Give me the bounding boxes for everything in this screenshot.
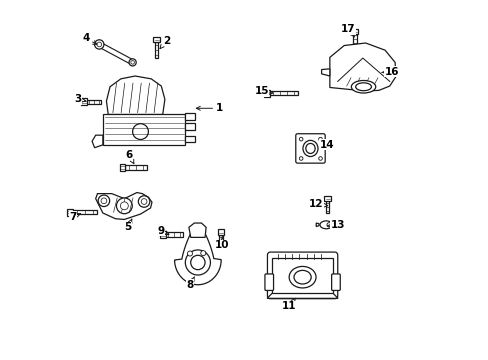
FancyBboxPatch shape xyxy=(264,274,273,291)
Bar xyxy=(160,231,165,238)
Bar xyxy=(351,29,357,34)
Circle shape xyxy=(185,250,210,275)
Circle shape xyxy=(129,59,136,66)
Bar xyxy=(185,136,195,142)
Circle shape xyxy=(131,60,134,64)
Bar xyxy=(324,196,330,201)
Circle shape xyxy=(101,198,106,204)
Ellipse shape xyxy=(355,83,371,91)
Circle shape xyxy=(187,251,192,256)
Bar xyxy=(352,34,356,44)
Bar xyxy=(86,100,101,104)
Circle shape xyxy=(132,124,148,139)
Circle shape xyxy=(326,223,330,227)
Text: 11: 11 xyxy=(282,298,296,311)
Text: 6: 6 xyxy=(125,150,134,164)
Bar xyxy=(218,229,224,234)
Text: 15: 15 xyxy=(254,86,272,96)
Text: 17: 17 xyxy=(341,24,355,37)
Text: 1: 1 xyxy=(196,103,223,113)
Text: 7: 7 xyxy=(69,212,80,221)
Circle shape xyxy=(98,195,109,207)
Polygon shape xyxy=(316,223,319,226)
Ellipse shape xyxy=(351,81,375,93)
Text: 10: 10 xyxy=(215,237,229,250)
Text: 8: 8 xyxy=(186,277,194,290)
Ellipse shape xyxy=(293,270,310,284)
Text: 5: 5 xyxy=(124,219,132,232)
Ellipse shape xyxy=(303,140,317,157)
Bar xyxy=(153,37,160,42)
Polygon shape xyxy=(329,43,395,91)
Bar xyxy=(264,90,269,97)
Circle shape xyxy=(299,157,303,160)
Polygon shape xyxy=(321,69,329,76)
Circle shape xyxy=(116,198,132,214)
Bar xyxy=(185,113,195,120)
Ellipse shape xyxy=(305,143,314,153)
Bar xyxy=(73,210,97,215)
Bar xyxy=(81,98,86,105)
Polygon shape xyxy=(266,293,337,298)
Circle shape xyxy=(138,196,149,207)
Bar xyxy=(120,164,125,171)
Bar xyxy=(272,258,332,293)
Bar xyxy=(155,42,158,58)
Text: 2: 2 xyxy=(160,36,170,49)
Text: 16: 16 xyxy=(381,67,399,77)
Circle shape xyxy=(201,251,205,256)
Bar xyxy=(102,114,185,145)
Bar xyxy=(125,165,147,170)
Circle shape xyxy=(97,42,102,47)
FancyBboxPatch shape xyxy=(295,134,325,163)
Text: 9: 9 xyxy=(158,226,168,236)
Bar xyxy=(269,91,297,95)
Bar xyxy=(325,201,329,213)
Polygon shape xyxy=(188,223,206,237)
Polygon shape xyxy=(92,135,102,148)
Circle shape xyxy=(299,137,303,141)
Circle shape xyxy=(318,137,322,141)
Text: 13: 13 xyxy=(326,220,344,230)
Polygon shape xyxy=(106,76,164,114)
Circle shape xyxy=(190,255,204,270)
Circle shape xyxy=(191,259,196,264)
Ellipse shape xyxy=(288,266,315,288)
Text: 12: 12 xyxy=(308,199,327,210)
FancyBboxPatch shape xyxy=(331,274,340,291)
Polygon shape xyxy=(98,42,134,64)
Bar xyxy=(67,208,73,216)
Bar xyxy=(185,123,195,130)
Polygon shape xyxy=(96,193,152,220)
Text: 14: 14 xyxy=(319,140,334,150)
Circle shape xyxy=(141,199,147,204)
Circle shape xyxy=(318,157,322,160)
Bar xyxy=(165,232,183,237)
Text: 3: 3 xyxy=(74,94,85,104)
Circle shape xyxy=(120,202,128,210)
Bar xyxy=(219,234,223,249)
Circle shape xyxy=(94,40,104,49)
Text: 4: 4 xyxy=(82,33,97,44)
FancyBboxPatch shape xyxy=(267,252,337,299)
Ellipse shape xyxy=(319,221,332,229)
Polygon shape xyxy=(174,226,221,285)
